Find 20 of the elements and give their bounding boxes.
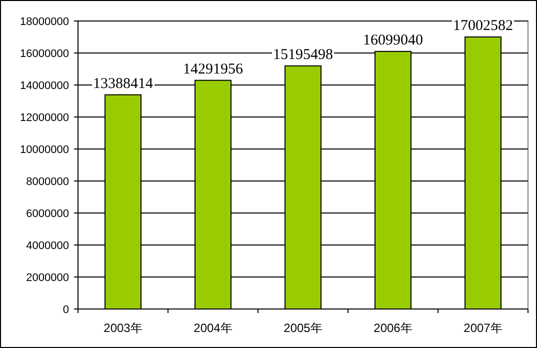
y-tick-label: 12000000 [20, 112, 69, 124]
x-tick-label: 2007年 [464, 321, 502, 335]
y-tick-label: 8000000 [26, 176, 69, 188]
data-label: 17002582 [453, 18, 513, 34]
data-label: 16099040 [363, 32, 423, 48]
data-label: 14291956 [183, 61, 244, 78]
data-label: 15195498 [273, 46, 333, 63]
y-tick-label: 10000000 [20, 144, 69, 156]
y-tick-label: 6000000 [26, 208, 69, 220]
data-label: 13388414 [93, 76, 154, 92]
y-tick-label: 14000000 [20, 80, 69, 92]
y-tick-label: 0 [62, 304, 69, 316]
y-tick-label: 16000000 [20, 48, 69, 60]
x-tick-label: 2006年 [374, 321, 412, 335]
y-tick-label: 18000000 [20, 16, 69, 28]
x-tick-label: 2004年 [194, 321, 232, 335]
y-tick-label: 2000000 [26, 272, 69, 284]
x-tick-label: 2003年 [104, 321, 142, 335]
x-tick-label: 2005年 [284, 321, 322, 335]
y-tick-label: 4000000 [26, 240, 69, 252]
